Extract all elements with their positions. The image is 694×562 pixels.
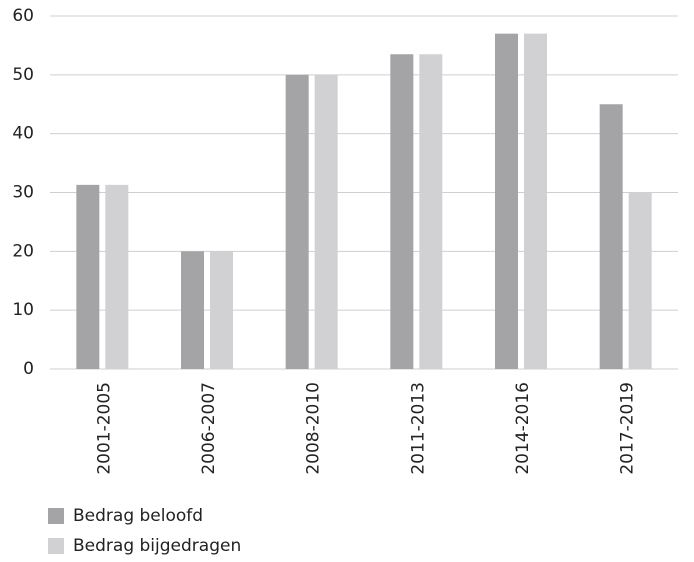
y-tick-label: 60 bbox=[12, 6, 34, 26]
bar bbox=[285, 74, 309, 369]
bar bbox=[419, 54, 443, 369]
bar bbox=[390, 54, 414, 369]
y-tick-label: 50 bbox=[12, 65, 34, 85]
legend-swatch bbox=[48, 538, 64, 554]
y-tick-label: 10 bbox=[12, 300, 34, 320]
y-tick-label: 0 bbox=[23, 359, 34, 379]
bar bbox=[495, 33, 518, 370]
bar bbox=[105, 184, 129, 369]
y-tick-label: 40 bbox=[12, 124, 34, 144]
bar bbox=[210, 251, 233, 369]
bar bbox=[76, 184, 100, 369]
legend-label: Bedrag bijgedragen bbox=[73, 536, 241, 556]
bar bbox=[314, 74, 338, 369]
bar bbox=[181, 251, 204, 369]
x-tick-label: 2011-2013 bbox=[408, 382, 428, 475]
y-tick-label: 30 bbox=[12, 183, 34, 203]
x-tick-label: 2017-2019 bbox=[618, 382, 638, 475]
bar bbox=[524, 33, 547, 370]
x-tick-label: 2001-2005 bbox=[94, 382, 114, 475]
x-tick-label: 2006-2007 bbox=[199, 382, 219, 475]
y-tick-label: 20 bbox=[12, 241, 34, 261]
legend-label: Bedrag beloofd bbox=[73, 506, 203, 526]
x-tick-label: 2008-2010 bbox=[304, 382, 324, 475]
x-tick-label: 2014-2016 bbox=[513, 382, 533, 475]
bar bbox=[628, 192, 652, 369]
legend-swatch bbox=[48, 508, 64, 524]
bar bbox=[599, 104, 623, 369]
